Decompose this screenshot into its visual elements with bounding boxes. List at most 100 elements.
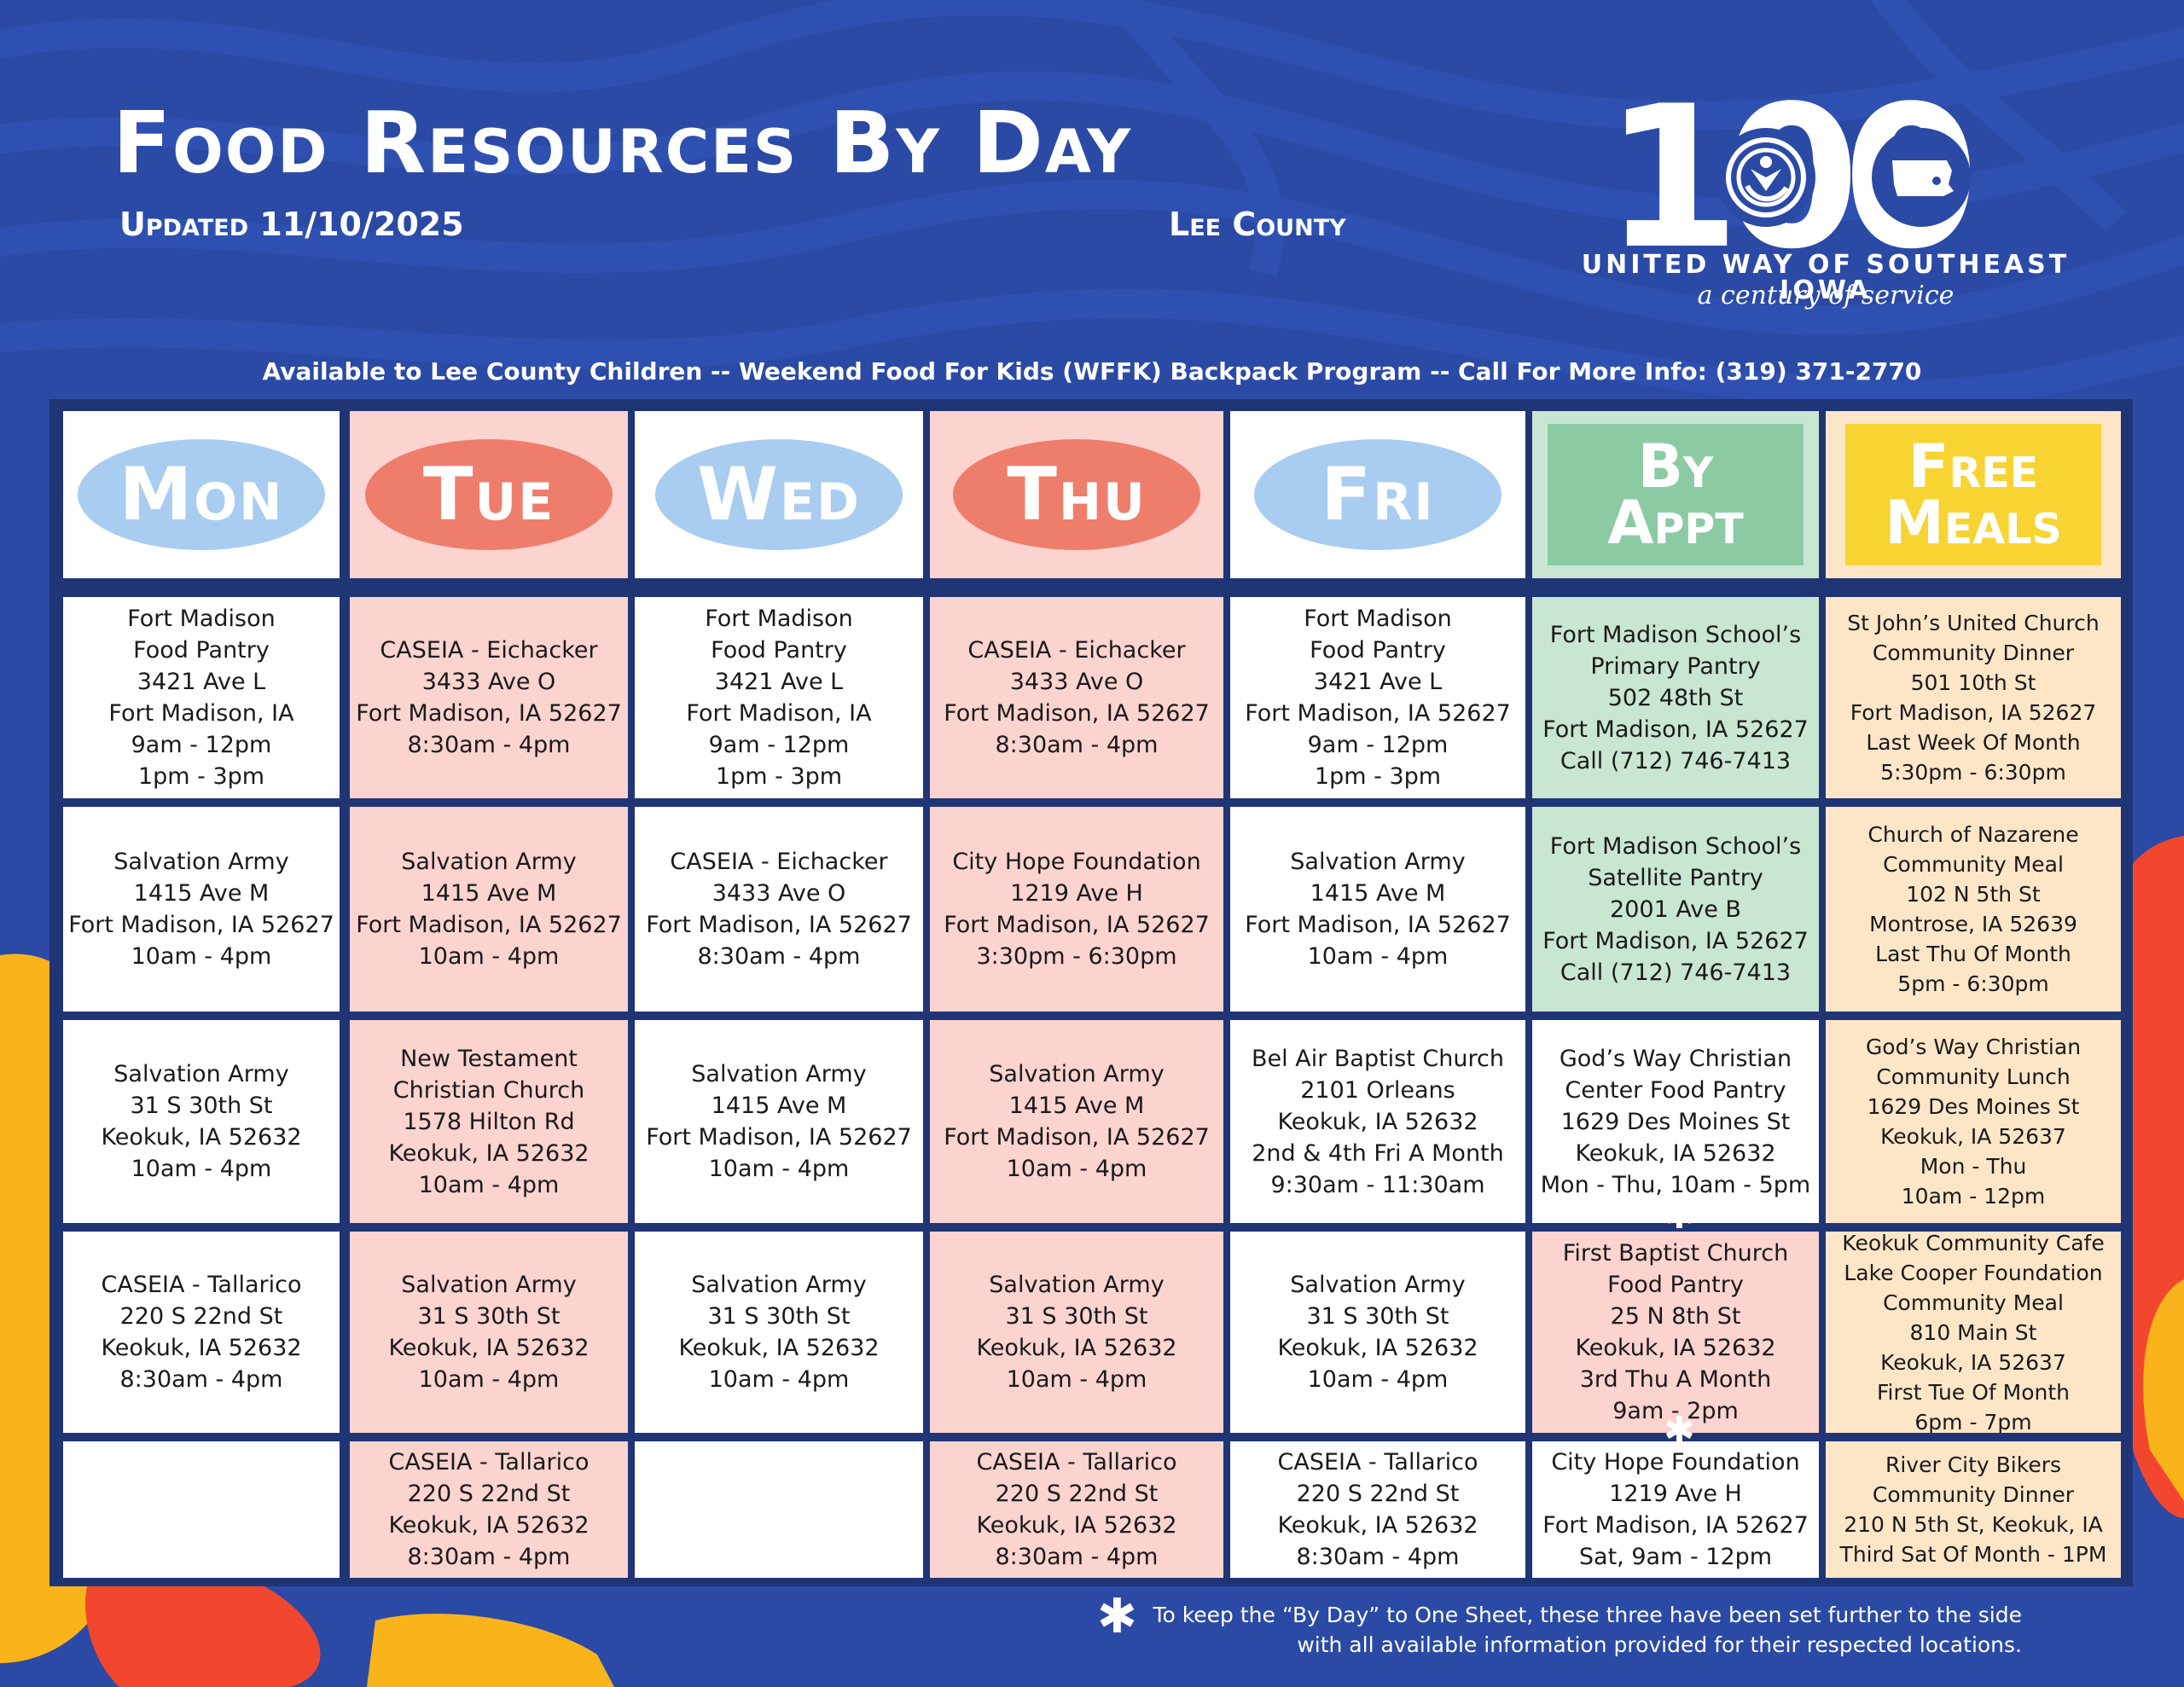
resource-line: 9:30am - 11:30am — [1270, 1171, 1485, 1198]
resource-line: 10am - 4pm — [1307, 943, 1449, 970]
resource-line: 1415 Ave M — [133, 880, 270, 907]
resource-cell: Salvation Army 31 S 30th St Keokuk, IA 526… — [63, 1020, 340, 1223]
resource-line: Keokuk, IA 52632 — [1277, 1512, 1478, 1539]
resource-line: 9am - 12pm — [708, 732, 850, 758]
resource-line: CASEIA - Eichacker — [670, 849, 888, 875]
resource-line: 1219 Ave H — [1609, 1481, 1742, 1507]
resource-cell: Fort Madison School’s Satellite Pantry 200… — [1532, 807, 1819, 1012]
day-label: Free Meals — [1845, 424, 2101, 565]
resource-line: Community Lunch — [1876, 1064, 2071, 1089]
resource-line: Salvation Army — [989, 1061, 1165, 1087]
resource-line: Keokuk, IA 52632 — [1575, 1335, 1776, 1361]
day-header: Mon — [63, 411, 340, 578]
resource-cell: Fort Madison Food Pantry 3421 Ave L Fort Ma… — [1230, 597, 1525, 798]
resource-cell: Fort Madison School’s Primary Pantry 502 4… — [1532, 597, 1819, 798]
resource-line: Center Food Pantry — [1565, 1076, 1786, 1104]
resource-line: Fort Madison, IA — [108, 700, 294, 727]
resource-cell: Fort Madison Food Pantry 3421 Ave L Fort Ma… — [63, 597, 340, 798]
resource-line: Community Dinner — [1872, 641, 2075, 665]
resource-line: Keokuk, IA 52632 — [976, 1512, 1177, 1539]
footnote-star-icon: ✱ — [1664, 1194, 1695, 1238]
footnote-line-1: To keep the “By Day” to One Sheet, these… — [1153, 1603, 2022, 1627]
resource-cell: Salvation Army 31 S 30th St Keokuk, IA 526… — [1230, 1232, 1525, 1433]
resource-line: Mon - Thu — [1920, 1154, 2027, 1179]
resource-line: 2101 Orleans — [1300, 1076, 1455, 1104]
resource-cell: God’s Way Christian Center Food Pantry 162… — [1532, 1020, 1819, 1223]
resource-line: CASEIA - Eichacker — [380, 637, 598, 664]
resource-line: Keokuk, IA 52632 — [1277, 1335, 1478, 1361]
resource-line: Community Meal — [1883, 852, 2064, 877]
resource-line: 31 S 30th St — [130, 1093, 273, 1119]
resource-cell: CASEIA - Eichacker 3433 Ave O Fort Madison… — [635, 807, 923, 1012]
resource-cell: CASEIA - Tallarico 220 S 22nd St Keokuk, I… — [1230, 1441, 1525, 1578]
resource-line: Fort Madison, IA 52627 — [1542, 927, 1809, 954]
resource-line: Primary Pantry — [1590, 652, 1761, 680]
resource-cell — [63, 1441, 340, 1578]
footnote: To keep the “By Day” to One Sheet, these… — [1143, 1600, 2022, 1660]
resource-line: Call (712) 746-7413 — [1560, 959, 1792, 986]
resource-line: 1415 Ave M — [421, 880, 557, 907]
day-header: By Appt — [1532, 411, 1819, 578]
resource-line: Food Pantry — [1310, 637, 1446, 664]
resource-line: Christian Church — [392, 1076, 585, 1104]
resource-line: 9am - 2pm — [1612, 1398, 1739, 1424]
resource-cell: St John’s United Church Community Dinner 5… — [1826, 597, 2121, 798]
resource-line: Salvation Army — [113, 849, 289, 875]
resource-line: Church of Nazarene — [1867, 822, 2079, 847]
united-way-100-logo: 100 — [1604, 75, 1988, 293]
resource-line: 1415 Ave M — [1310, 880, 1446, 907]
resource-cell: CASEIA - Tallarico 220 S 22nd St Keokuk, I… — [930, 1441, 1223, 1578]
resource-cell: Fort Madison Food Pantry 3421 Ave L Fort Ma… — [635, 597, 923, 798]
resource-cell: Salvation Army 1415 Ave M Fort Madison, IA… — [1230, 807, 1525, 1012]
resource-line: 3433 Ave O — [421, 669, 556, 695]
resource-line: 10am - 4pm — [418, 1366, 560, 1393]
resource-line: Fort Madison — [705, 606, 853, 632]
resource-line: 3421 Ave L — [714, 669, 844, 695]
resource-line: 220 S 22nd St — [407, 1481, 571, 1507]
resource-cell: Bel Air Baptist Church 2101 Orleans Keokuk… — [1230, 1020, 1525, 1223]
resource-line: Keokuk, IA 52637 — [1880, 1349, 2066, 1375]
resource-line: Keokuk, IA 52632 — [1575, 1139, 1776, 1167]
resource-line: Salvation Army — [1290, 1272, 1466, 1298]
resource-line: 3421 Ave L — [1313, 669, 1443, 695]
resource-line: Keokuk, IA 52632 — [678, 1335, 880, 1361]
resource-cell — [635, 1441, 923, 1578]
resource-line: Mon - Thu, 10am - 5pm — [1540, 1171, 1811, 1198]
resource-cell: Church of Nazarene Community Meal 102 N 5t… — [1826, 807, 2121, 1012]
resource-line: 1pm - 3pm — [715, 763, 843, 790]
resource-line: Community Meal — [1883, 1290, 2064, 1315]
resource-cell: Salvation Army 1415 Ave M Fort Madison, IA… — [350, 807, 628, 1012]
resource-cell: Salvation Army 1415 Ave M Fort Madison, IA… — [63, 807, 340, 1012]
resource-line: City Hope Foundation — [952, 849, 1201, 875]
resource-line: 220 S 22nd St — [119, 1303, 283, 1330]
resource-line: CASEIA - Tallarico — [101, 1272, 302, 1298]
resource-line: First Baptist Church — [1562, 1240, 1789, 1267]
resource-line: Keokuk, IA 52632 — [388, 1512, 590, 1539]
resource-line: Fort Madison, IA 52627 — [646, 912, 912, 938]
resource-line: Salvation Army — [691, 1272, 867, 1298]
day-header: Free Meals — [1826, 411, 2121, 578]
resource-line: Food Pantry — [133, 637, 270, 664]
resource-line: 31 S 30th St — [1005, 1303, 1148, 1330]
wffk-banner: Available to Lee County Children -- Week… — [262, 357, 1922, 386]
resource-line: Keokuk, IA 52632 — [388, 1335, 590, 1361]
resource-line: 1415 Ave M — [1008, 1093, 1145, 1119]
resource-line: Fort Madison, IA 52627 — [1245, 700, 1511, 727]
resource-line: 1219 Ave H — [1010, 880, 1143, 907]
resource-line: 6pm - 7pm — [1914, 1409, 2032, 1434]
resource-line: Keokuk, IA 52632 — [1277, 1108, 1478, 1135]
county-label: Lee County — [1169, 206, 1346, 243]
resource-line: Fort Madison School’s — [1549, 832, 1802, 860]
resource-cell: Salvation Army 1415 Ave M Fort Madison, IA… — [635, 1020, 923, 1223]
resource-line: 10am - 4pm — [131, 943, 272, 970]
resource-cell: City Hope Foundation 1219 Ave H Fort Madis… — [1532, 1441, 1819, 1578]
resource-cell: Keokuk Community Cafe Lake Cooper Foundat… — [1826, 1232, 2121, 1433]
resource-line: 8:30am - 4pm — [995, 732, 1159, 758]
resource-cell: CASEIA - Tallarico 220 S 22nd St Keokuk, I… — [63, 1232, 340, 1433]
resource-line: Satellite Pantry — [1588, 864, 1763, 891]
resource-line: 9am - 12pm — [1307, 732, 1449, 758]
resource-line: Fort Madison, IA 52627 — [356, 912, 622, 938]
resource-line: Fort Madison — [1304, 606, 1452, 632]
resource-line: 1578 Hilton Rd — [403, 1108, 575, 1135]
